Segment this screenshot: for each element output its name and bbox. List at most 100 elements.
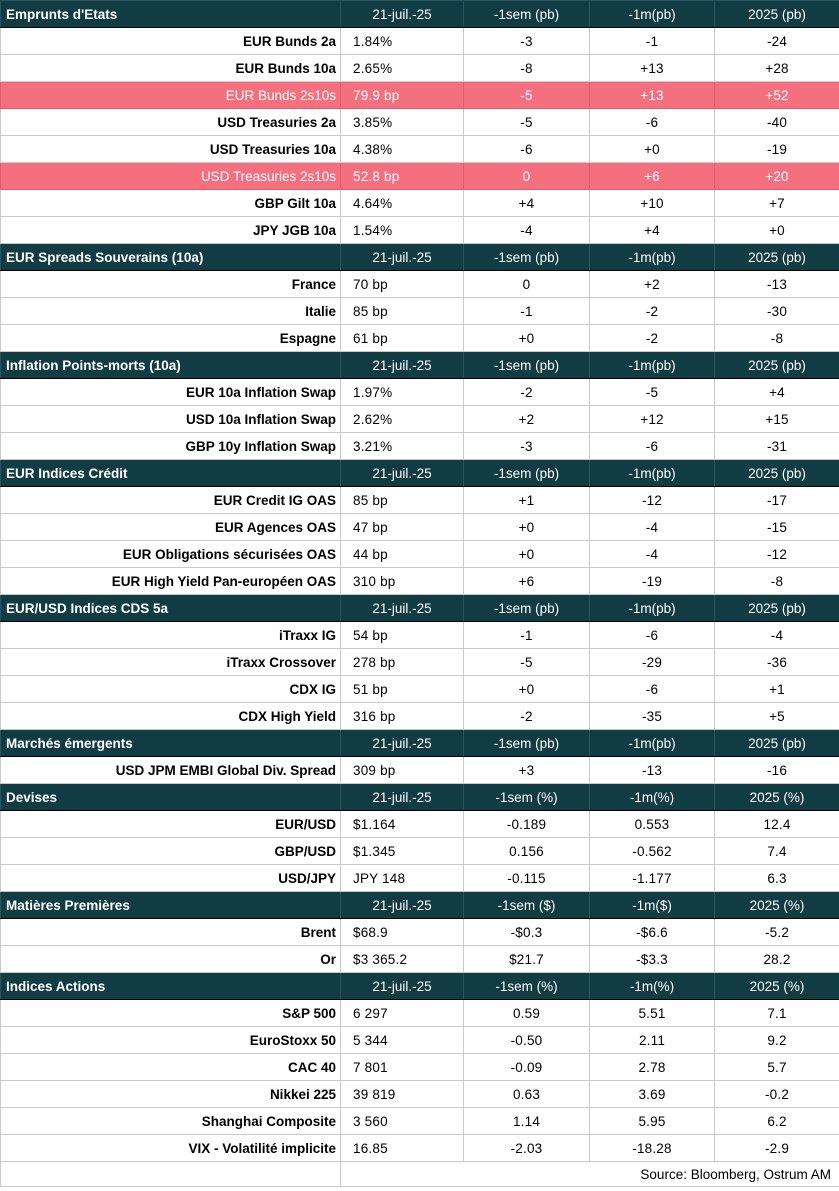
section-header-row: Matières Premières 21-juil.-25 -1sem ($) -1… xyxy=(0,891,839,919)
row-label: Brent xyxy=(0,918,341,946)
level-value: 79.9 bp xyxy=(340,81,464,109)
table-row: GBP 10y Inflation Swap 3.21% -3 -6 -31 xyxy=(0,432,839,460)
change-value: +0 xyxy=(463,675,590,703)
change-value: +0 xyxy=(589,135,715,163)
change-value: -0.562 xyxy=(589,837,715,865)
column-header: 2025 (pb) xyxy=(714,594,839,622)
section-header-row: EUR Indices Crédit 21-juil.-25 -1sem (pb) -… xyxy=(0,459,839,487)
change-value: 5.51 xyxy=(589,999,715,1027)
level-value: 7 801 xyxy=(340,1053,464,1081)
change-value: -$3.3 xyxy=(589,945,715,973)
row-label: iTraxx IG xyxy=(0,621,341,649)
change-value: -31 xyxy=(714,432,839,460)
row-label: USD JPM EMBI Global Div. Spread xyxy=(0,756,341,784)
change-value: -6 xyxy=(589,432,715,460)
section-header-row: Indices Actions 21-juil.-25 -1sem (%) -1m(%… xyxy=(0,972,839,1000)
table-row: Brent $68.9 -$0.3 -$6.6 -5.2 xyxy=(0,918,839,946)
change-value: 6.2 xyxy=(714,1107,839,1135)
column-header: 2025 (pb) xyxy=(714,459,839,487)
row-label: USD Treasuries 2s10s xyxy=(0,162,341,190)
change-value: +2 xyxy=(463,405,590,433)
section-title: EUR Spreads Souverains (10a) xyxy=(0,243,341,271)
row-label: iTraxx Crossover xyxy=(0,648,341,676)
table-row: iTraxx Crossover 278 bp -5 -29 -36 xyxy=(0,648,839,676)
row-label: Shanghai Composite xyxy=(0,1107,341,1135)
row-label: EUR 10a Inflation Swap xyxy=(0,378,341,406)
level-value: 47 bp xyxy=(340,513,464,541)
table-row: EUR Bunds 10a 2.65% -8 +13 +28 xyxy=(0,54,839,82)
column-header: 21-juil.-25 xyxy=(340,891,464,919)
table-row: S&P 500 6 297 0.59 5.51 7.1 xyxy=(0,999,839,1027)
change-value: 7.1 xyxy=(714,999,839,1027)
table-row: CDX IG 51 bp +0 -6 +1 xyxy=(0,675,839,703)
table-row: CDX High Yield 316 bp -2 -35 +5 xyxy=(0,702,839,730)
change-value: -12 xyxy=(714,540,839,568)
change-value: +2 xyxy=(589,270,715,298)
row-label: JPY JGB 10a xyxy=(0,216,341,244)
change-value: +20 xyxy=(714,162,839,190)
change-value: -2 xyxy=(463,702,590,730)
column-header: 2025 (%) xyxy=(714,891,839,919)
change-value: -5.2 xyxy=(714,918,839,946)
table-row: VIX - Volatilité implicite 16.85 -2.03 -18.… xyxy=(0,1134,839,1162)
highlighted-table-row: EUR Bunds 2s10s 79.9 bp -5 +13 +52 xyxy=(0,81,839,109)
change-value: -13 xyxy=(589,756,715,784)
change-value: -2 xyxy=(463,378,590,406)
change-value: -18.28 xyxy=(589,1134,715,1162)
change-value: -1.177 xyxy=(589,864,715,892)
change-value: 0.553 xyxy=(589,810,715,838)
level-value: 6 297 xyxy=(340,999,464,1027)
column-header: 2025 (pb) xyxy=(714,0,839,28)
level-value: $1.164 xyxy=(340,810,464,838)
change-value: -0.2 xyxy=(714,1080,839,1108)
change-value: -1 xyxy=(463,297,590,325)
row-label: EUR/USD xyxy=(0,810,341,838)
change-value: +0 xyxy=(714,216,839,244)
section-title: EUR Indices Crédit xyxy=(0,459,341,487)
level-value: 54 bp xyxy=(340,621,464,649)
change-value: -0.115 xyxy=(463,864,590,892)
change-value: -17 xyxy=(714,486,839,514)
table-row: EUR Bunds 2a 1.84% -3 -1 -24 xyxy=(0,27,839,55)
column-header: -1sem (%) xyxy=(463,972,590,1000)
table-row: Espagne 61 bp +0 -2 -8 xyxy=(0,324,839,352)
level-value: 309 bp xyxy=(340,756,464,784)
change-value: -5 xyxy=(589,378,715,406)
change-value: -5 xyxy=(463,648,590,676)
change-value: -1 xyxy=(589,27,715,55)
change-value: -5 xyxy=(463,108,590,136)
change-value: -6 xyxy=(463,135,590,163)
row-label: CDX IG xyxy=(0,675,341,703)
level-value: 3.21% xyxy=(340,432,464,460)
section-header-row: Emprunts d'Etats 21-juil.-25 -1sem (pb) -1m… xyxy=(0,0,839,28)
level-value: JPY 148 xyxy=(340,864,464,892)
row-label: CDX High Yield xyxy=(0,702,341,730)
change-value: +1 xyxy=(714,675,839,703)
change-value: 6.3 xyxy=(714,864,839,892)
change-value: -0.50 xyxy=(463,1026,590,1054)
row-label: Nikkei 225 xyxy=(0,1080,341,1108)
change-value: +5 xyxy=(714,702,839,730)
change-value: +15 xyxy=(714,405,839,433)
row-label: EUR Agences OAS xyxy=(0,513,341,541)
change-value: 5.95 xyxy=(589,1107,715,1135)
section-header-row: Devises 21-juil.-25 -1sem (%) -1m(%) 2025 (%… xyxy=(0,783,839,811)
change-value: 0.156 xyxy=(463,837,590,865)
change-value: 0 xyxy=(463,162,590,190)
table-row: USD JPM EMBI Global Div. Spread 309 bp +3-… xyxy=(0,756,839,784)
section-title: Emprunts d'Etats xyxy=(0,0,341,28)
table-row: GBP Gilt 10a 4.64% +4 +10 +7 xyxy=(0,189,839,217)
change-value: -2.9 xyxy=(714,1134,839,1162)
table-row: Shanghai Composite 3 560 1.14 5.95 6.2 xyxy=(0,1107,839,1135)
change-value: -30 xyxy=(714,297,839,325)
column-header: 2025 (%) xyxy=(714,972,839,1000)
section-title: Matières Premières xyxy=(0,891,341,919)
table-row: USD Treasuries 2a 3.85% -5 -6 -40 xyxy=(0,108,839,136)
change-value: -12 xyxy=(589,486,715,514)
change-value: 9.2 xyxy=(714,1026,839,1054)
column-header: -1m($) xyxy=(589,891,715,919)
row-label: GBP 10y Inflation Swap xyxy=(0,432,341,460)
level-value: 85 bp xyxy=(340,486,464,514)
change-value: 2.11 xyxy=(589,1026,715,1054)
